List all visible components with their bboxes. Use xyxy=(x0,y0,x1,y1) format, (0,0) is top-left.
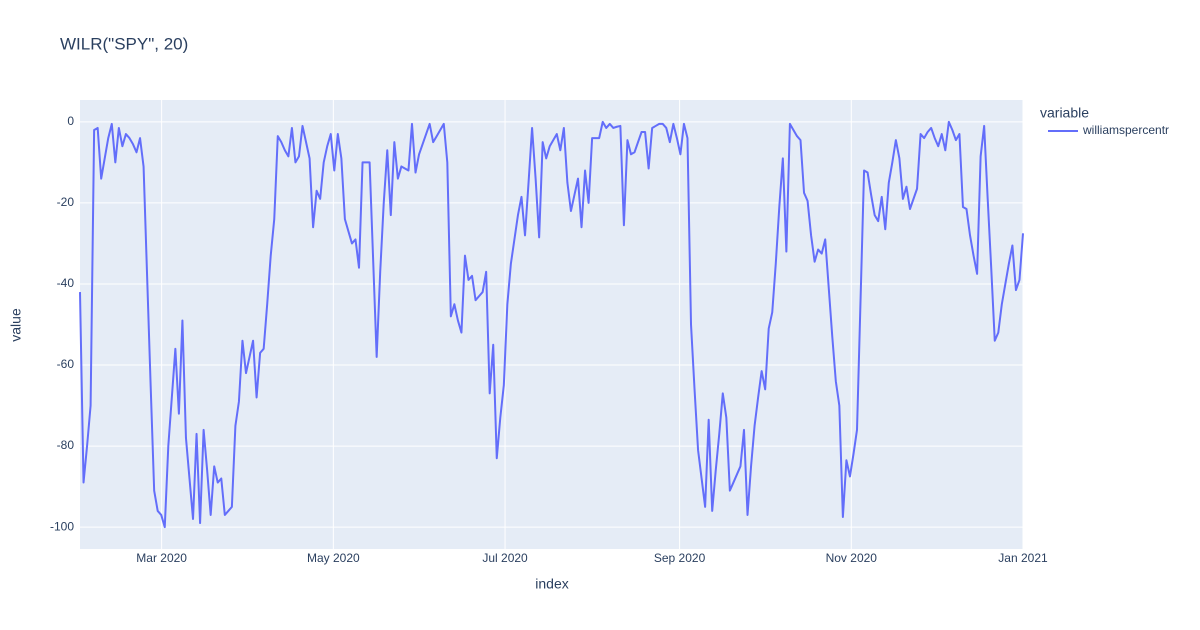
x-axis-title: index xyxy=(535,576,568,592)
y-tick-label: -60 xyxy=(57,357,75,371)
x-tick-label: Jan 2021 xyxy=(998,551,1048,565)
y-tick-label: -80 xyxy=(57,438,75,452)
x-tick-label: Mar 2020 xyxy=(136,551,187,565)
y-tick-label: -40 xyxy=(57,276,75,290)
x-tick-label: Jul 2020 xyxy=(482,551,528,565)
chart-title: WILR("SPY", 20) xyxy=(60,34,188,53)
data-line xyxy=(79,120,1024,529)
y-tick-label: -100 xyxy=(50,519,74,533)
y-tick-label: -20 xyxy=(57,195,75,209)
legend-label: williamspercentr xyxy=(1082,123,1169,137)
plot-area xyxy=(80,100,1023,549)
x-tick-label: Sep 2020 xyxy=(654,551,706,565)
legend-title: variable xyxy=(1040,105,1089,121)
x-tick-label: Nov 2020 xyxy=(826,551,878,565)
y-tick-label: 0 xyxy=(67,114,74,128)
x-tick-label: May 2020 xyxy=(307,551,360,565)
y-axis-title: value xyxy=(8,308,24,342)
